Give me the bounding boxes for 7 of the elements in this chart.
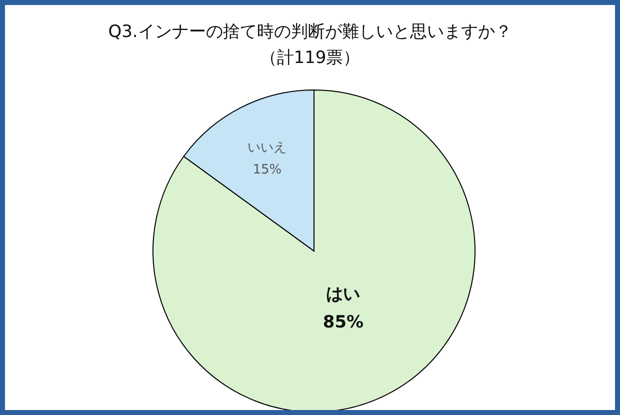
slice-label: はい — [326, 284, 360, 304]
chart-subtitle: （計119票） — [258, 47, 362, 69]
chart-title: Q3.インナーの捨て時の判断が難しいと思いますか？ — [107, 21, 513, 43]
data-label: 15% — [252, 162, 282, 178]
slice-label: いいえ — [248, 140, 287, 156]
pie-slice — [152, 90, 476, 410]
data-label: 85% — [322, 312, 364, 332]
